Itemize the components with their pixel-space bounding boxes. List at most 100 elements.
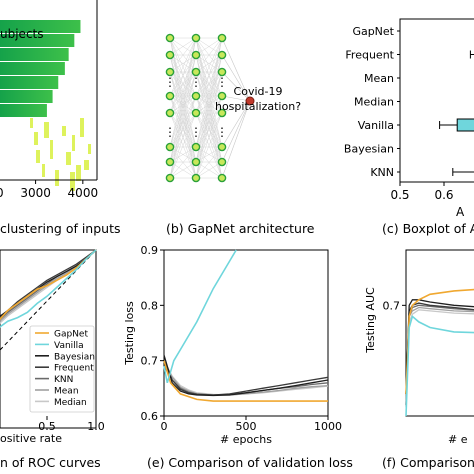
panel-c-x-ticks: 0.5 0.6 (390, 182, 454, 202)
tick-label: 0.7 (141, 355, 159, 368)
panel-a-heatmap: 2000 3000 4000 ubjects clustering of input… (0, 0, 121, 236)
panel-e-loss: 0 500 1000 0.6 0.7 0.8 0.9 # epochs Testing lo… (123, 244, 353, 470)
output-node (245, 96, 255, 106)
panel-f-x-label: # e (448, 433, 468, 446)
tick-label: 3000 (20, 186, 51, 200)
category-label-knn: KNN (370, 166, 394, 179)
network-node (165, 173, 175, 183)
tick-label: 0.5 (390, 188, 409, 202)
network-edge (169, 54, 197, 114)
network-edge (169, 95, 197, 148)
network-edge (169, 37, 197, 148)
network-edge (195, 71, 223, 179)
series-line-bayesian (163, 354, 329, 397)
panel-a-x-ticks: 2000 3000 4000 (0, 180, 98, 200)
series-line-frequent (405, 302, 474, 394)
network-edge (169, 37, 197, 56)
legend-label-mean: Mean (54, 387, 79, 397)
panel-b-network: ⋮ ⋮ ⋮ ⋮ ⋮ ⋮ Covid-19 hospitalization? (b) Gap… (164, 33, 315, 236)
network-node (191, 173, 201, 183)
panel-f-ticks: 0.7 (383, 299, 406, 312)
network-edge (195, 37, 223, 163)
ellipsis-glyph: ⋮ (216, 75, 228, 89)
series-line-frequent (0, 249, 97, 319)
network-node (217, 50, 227, 60)
heatmap-bar (0, 34, 75, 47)
ellipsis-glyph: ⋮ (190, 125, 202, 139)
series-line-gapnet (405, 288, 474, 394)
box-vanilla (456, 118, 474, 132)
heatmap-bar (0, 90, 53, 103)
network-edge (195, 37, 223, 97)
network-edge (169, 161, 197, 179)
category-label-mean: Mean (364, 72, 394, 85)
ellipsis-glyph: ⋮ (216, 125, 228, 139)
panel-d-frame (0, 249, 97, 429)
legend-label-vanilla: Vanilla (54, 341, 84, 351)
network-edge (221, 37, 251, 102)
caption-a: clustering of inputs (0, 221, 121, 236)
heatmap-cell (50, 140, 53, 159)
heatmap-cell (66, 152, 71, 165)
series-line-vanilla (405, 314, 474, 417)
caption-b: (b) GapNet architecture (166, 221, 315, 236)
network-edge (195, 54, 223, 179)
tick-label: 0.5 (38, 420, 56, 433)
heatmap-cell (80, 118, 84, 137)
network-node (191, 91, 201, 101)
panel-f-frame (405, 249, 474, 417)
network-edge (221, 100, 251, 148)
network-edge (169, 54, 197, 179)
network-edge (169, 37, 197, 73)
heatmap-bar (0, 76, 59, 89)
network-node (165, 91, 175, 101)
network-node (165, 33, 175, 43)
tick-label: 0.9 (141, 244, 159, 257)
network-node (191, 157, 201, 167)
tick-label: 0.8 (141, 299, 159, 312)
network-edge (195, 95, 223, 163)
network-edge (221, 100, 251, 163)
heatmap-cell (55, 170, 59, 186)
heatmap-cell (34, 132, 38, 145)
heatmap-bar (0, 48, 69, 61)
legend-label-gapnet: GapNet (54, 330, 88, 340)
network-edge (169, 37, 197, 179)
network-node (191, 33, 201, 43)
panel-d-x-ticks: 0.5 1.0 (38, 416, 105, 433)
network-node (191, 50, 201, 60)
caption-d: n of ROC curves (0, 455, 101, 470)
series-line-frequent (163, 360, 329, 396)
network-edge (169, 37, 197, 114)
series-line-vanilla (0, 249, 97, 328)
panel-a-x-label: ubjects (0, 27, 44, 41)
network-node (165, 50, 175, 60)
panel-e-x-label: # epochs (220, 433, 272, 446)
network-edge (195, 112, 223, 179)
network-node (165, 142, 175, 152)
panel-d-x-label: ositive rate (0, 432, 62, 445)
series-line-gapnet (0, 249, 97, 321)
series-line-vanilla (163, 249, 237, 384)
network-node (191, 108, 201, 118)
network-edge (169, 37, 197, 97)
heatmap-cell (76, 165, 81, 181)
network-edge (169, 95, 197, 114)
category-label-frequent: Frequent (345, 49, 394, 62)
network-edge (195, 95, 223, 179)
legend-label-bayesian: Bayesian (54, 352, 95, 362)
category-label-median: Median (354, 96, 394, 109)
network-node (217, 142, 227, 152)
network-node (165, 157, 175, 167)
network-edge (195, 37, 223, 73)
network-edge (195, 37, 223, 56)
network-edge (221, 54, 251, 102)
heatmap-cell (62, 126, 66, 136)
heatmap-cell (70, 172, 75, 191)
boxplot-boxes (439, 50, 474, 176)
network-edge (169, 112, 197, 179)
heatmap-cell (42, 164, 45, 177)
tick-label: 1000 (314, 420, 342, 433)
